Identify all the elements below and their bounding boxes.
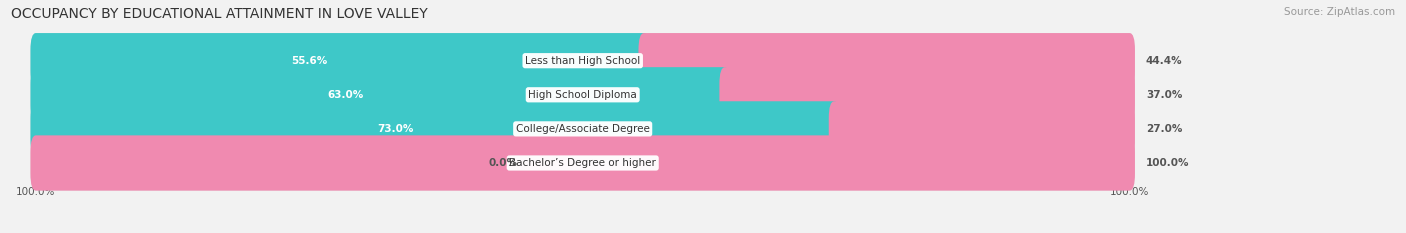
- Text: 63.0%: 63.0%: [328, 90, 364, 100]
- FancyBboxPatch shape: [720, 67, 1135, 122]
- Text: 0.0%: 0.0%: [488, 158, 517, 168]
- FancyBboxPatch shape: [31, 135, 1135, 191]
- Text: Source: ZipAtlas.com: Source: ZipAtlas.com: [1284, 7, 1395, 17]
- Text: 73.0%: 73.0%: [377, 124, 413, 134]
- FancyBboxPatch shape: [31, 101, 1135, 157]
- Text: College/Associate Degree: College/Associate Degree: [516, 124, 650, 134]
- Text: 100.0%: 100.0%: [1146, 158, 1189, 168]
- Text: 27.0%: 27.0%: [1146, 124, 1182, 134]
- Text: 37.0%: 37.0%: [1146, 90, 1182, 100]
- Text: High School Diploma: High School Diploma: [529, 90, 637, 100]
- FancyBboxPatch shape: [31, 135, 1135, 191]
- FancyBboxPatch shape: [31, 67, 730, 122]
- FancyBboxPatch shape: [31, 101, 839, 157]
- FancyBboxPatch shape: [31, 33, 1135, 88]
- FancyBboxPatch shape: [828, 101, 1135, 157]
- FancyBboxPatch shape: [31, 33, 650, 88]
- FancyBboxPatch shape: [536, 142, 586, 184]
- Text: Bachelor’s Degree or higher: Bachelor’s Degree or higher: [509, 158, 657, 168]
- Text: 44.4%: 44.4%: [1146, 56, 1182, 66]
- Text: Less than High School: Less than High School: [524, 56, 640, 66]
- FancyBboxPatch shape: [31, 67, 1135, 122]
- Text: 55.6%: 55.6%: [291, 56, 328, 66]
- FancyBboxPatch shape: [638, 33, 1135, 88]
- Text: OCCUPANCY BY EDUCATIONAL ATTAINMENT IN LOVE VALLEY: OCCUPANCY BY EDUCATIONAL ATTAINMENT IN L…: [11, 7, 427, 21]
